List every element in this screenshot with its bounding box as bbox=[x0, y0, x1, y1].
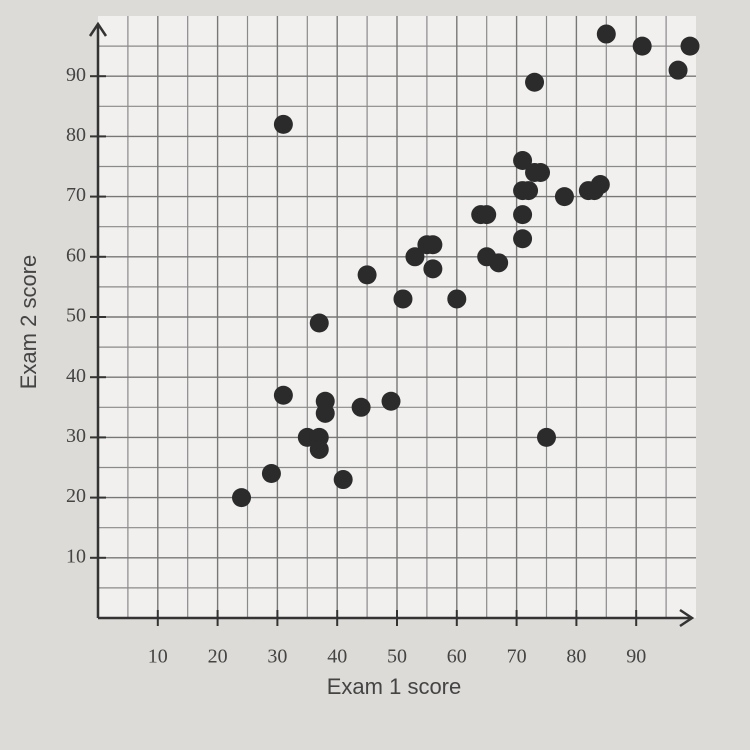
data-point bbox=[447, 289, 467, 309]
data-point bbox=[381, 391, 401, 411]
y-tick-label: 50 bbox=[66, 305, 86, 327]
data-point bbox=[261, 464, 281, 484]
grid bbox=[98, 16, 696, 618]
x-tick-label: 70 bbox=[507, 646, 527, 668]
data-point bbox=[513, 205, 533, 225]
data-point bbox=[315, 403, 335, 423]
data-point bbox=[357, 265, 377, 285]
data-point bbox=[405, 247, 425, 267]
y-tick-label: 90 bbox=[66, 64, 86, 86]
y-tick-label: 80 bbox=[66, 124, 86, 146]
data-point bbox=[273, 114, 293, 134]
data-point bbox=[554, 187, 574, 207]
y-tick-label: 40 bbox=[66, 365, 86, 387]
data-point bbox=[513, 150, 533, 170]
x-axis-arrow bbox=[679, 608, 695, 628]
y-axis-arrow bbox=[88, 21, 108, 37]
data-point bbox=[309, 313, 329, 333]
data-point bbox=[519, 181, 539, 201]
x-axis-label: Exam 1 score bbox=[327, 674, 462, 699]
y-tick-label: 60 bbox=[66, 244, 86, 266]
axes bbox=[88, 21, 695, 628]
y-tick-label: 20 bbox=[66, 485, 86, 507]
x-tick-label: 20 bbox=[208, 646, 228, 668]
data-point bbox=[232, 488, 252, 508]
x-tick-label: 90 bbox=[626, 646, 646, 668]
data-point bbox=[351, 397, 371, 417]
data-point bbox=[590, 175, 610, 195]
y-tick-label: 70 bbox=[66, 184, 86, 206]
data-point bbox=[423, 259, 443, 279]
data-point bbox=[632, 36, 652, 56]
data-point bbox=[423, 235, 443, 255]
data-point bbox=[489, 253, 509, 273]
x-tick-label: 30 bbox=[267, 646, 287, 668]
points bbox=[232, 24, 700, 508]
data-point bbox=[477, 205, 497, 225]
data-point bbox=[333, 470, 353, 490]
data-point bbox=[668, 60, 688, 80]
y-tick-label: 10 bbox=[66, 545, 86, 567]
data-point bbox=[596, 24, 616, 44]
y-axis-label: Exam 2 score bbox=[16, 255, 41, 390]
x-tick-label: 60 bbox=[447, 646, 467, 668]
x-tick-label: 50 bbox=[387, 646, 407, 668]
data-point bbox=[513, 229, 533, 249]
data-point bbox=[537, 427, 556, 447]
data-point bbox=[525, 72, 545, 92]
data-point bbox=[309, 439, 329, 459]
y-tick-label: 30 bbox=[66, 425, 86, 447]
data-point bbox=[531, 163, 551, 183]
data-point bbox=[393, 289, 413, 309]
data-point bbox=[680, 36, 700, 56]
data-point bbox=[273, 385, 293, 405]
x-tick-label: 40 bbox=[327, 646, 347, 668]
x-tick-label: 80 bbox=[566, 646, 586, 668]
x-tick-label: 10 bbox=[148, 646, 168, 668]
